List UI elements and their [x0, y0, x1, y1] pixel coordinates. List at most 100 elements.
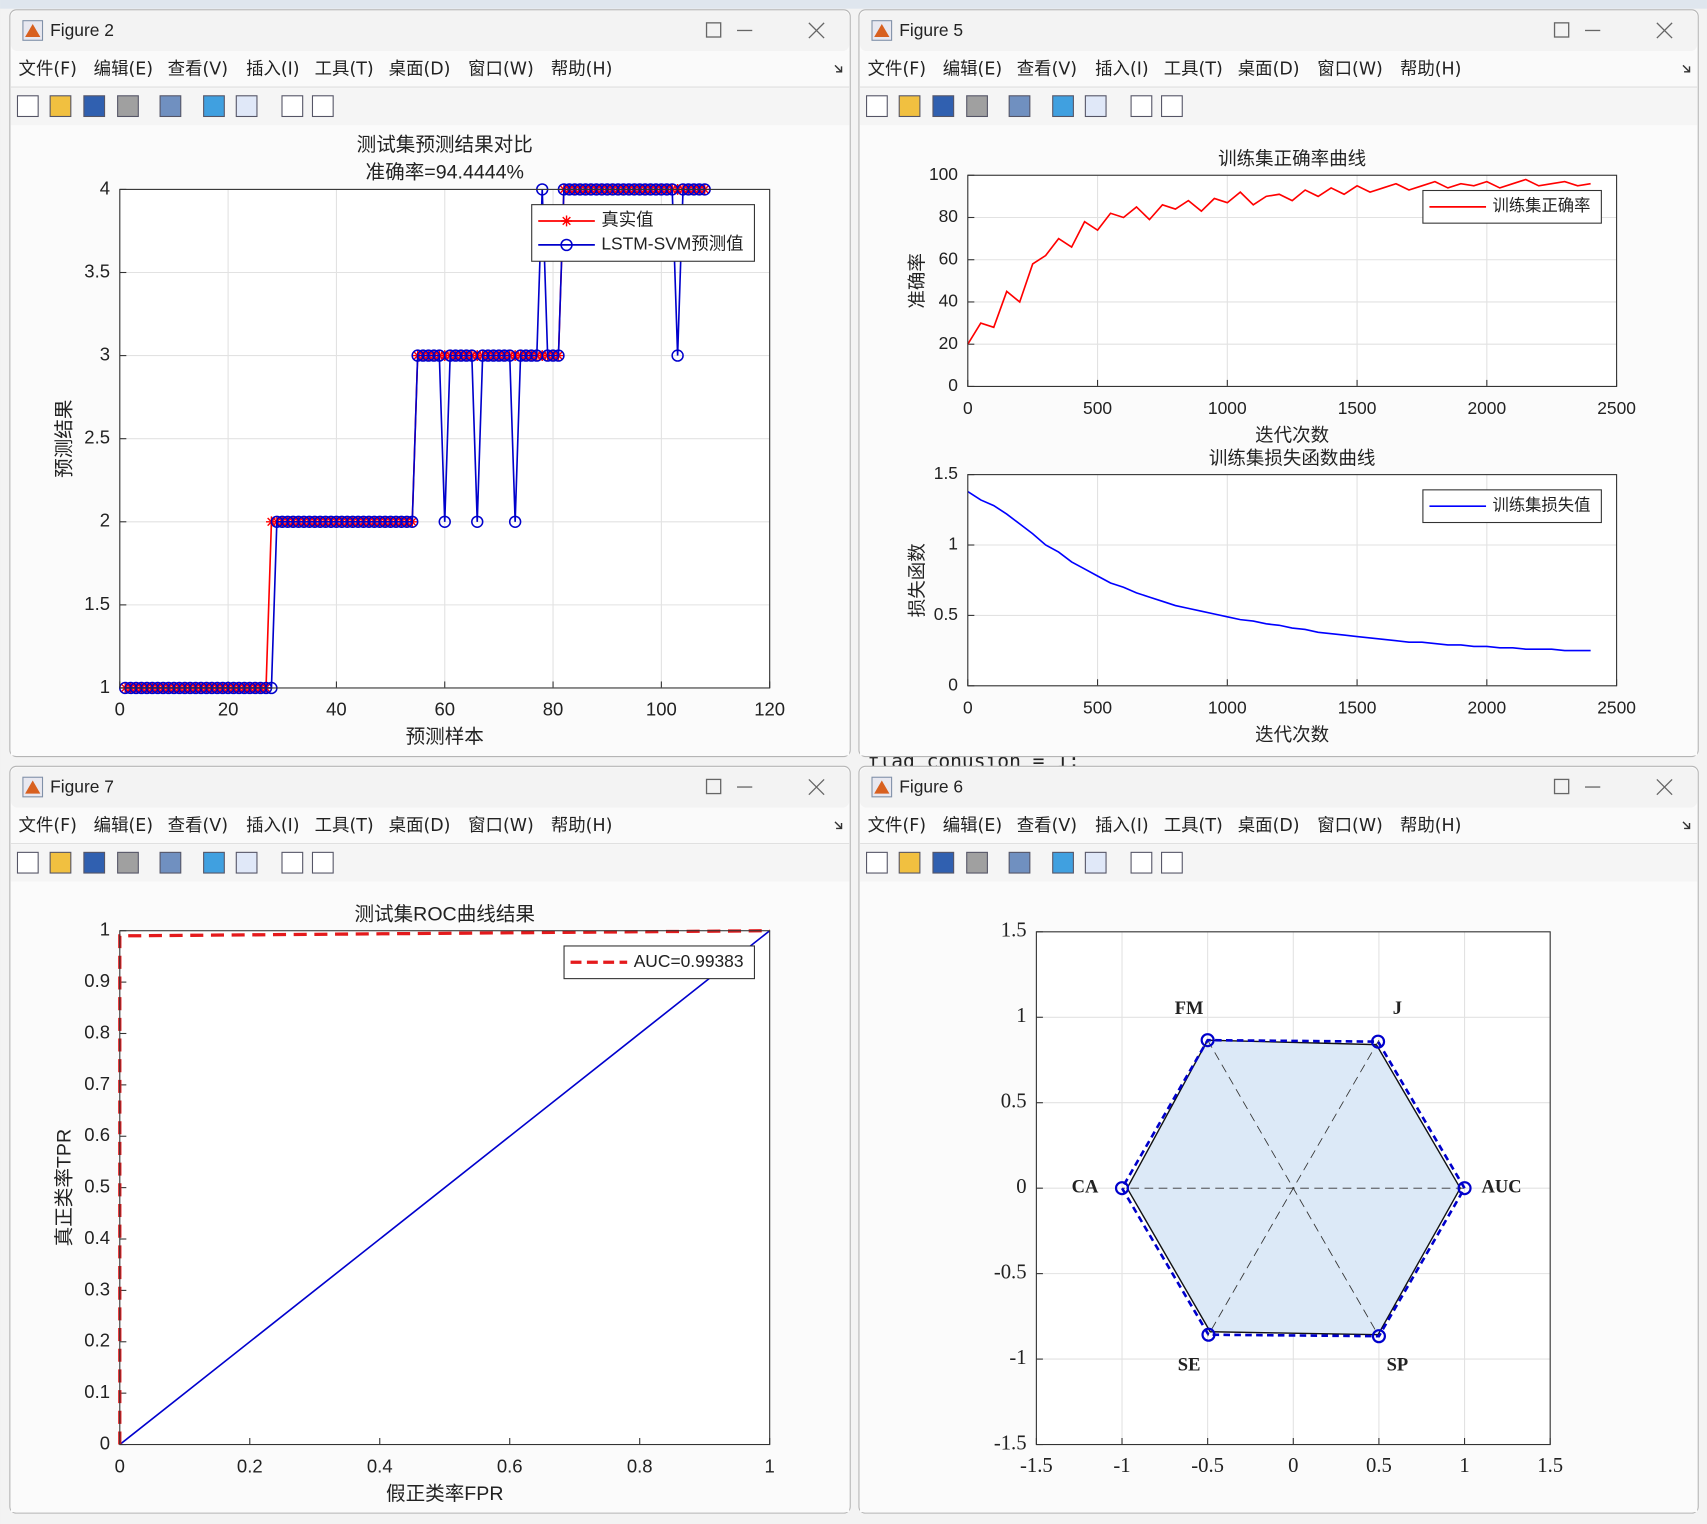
x-tick-label: 0.5: [1366, 1455, 1392, 1477]
menu-item[interactable]: 桌面(D): [389, 816, 451, 836]
menu-item[interactable]: 查看(V): [168, 60, 228, 80]
toolbar-button[interactable]: [932, 851, 955, 874]
toolbar-button[interactable]: [1084, 95, 1107, 118]
maximize-button[interactable]: [705, 22, 722, 38]
menu-item[interactable]: 编辑(E): [94, 60, 153, 80]
close-button[interactable]: [808, 778, 825, 796]
menu-item[interactable]: 窗口(W): [1317, 60, 1383, 80]
menu-item[interactable]: 编辑(E): [943, 816, 1002, 836]
x-tick-label: 60: [434, 699, 455, 720]
window-title: Figure 2: [50, 20, 114, 40]
toolbar-button[interactable]: [932, 95, 955, 118]
toolbar-button[interactable]: [235, 851, 258, 874]
menu-item[interactable]: 帮助(H): [551, 60, 612, 80]
menu-item[interactable]: 文件(F): [19, 60, 77, 80]
toolbar-button[interactable]: [49, 851, 72, 874]
marker: [561, 215, 572, 227]
toolbar-button[interactable]: [203, 851, 225, 874]
toolbar-button[interactable]: [117, 95, 139, 118]
maximize-button[interactable]: [705, 778, 722, 795]
menu-item[interactable]: 窗口(W): [468, 60, 534, 80]
y-tick-label: 80: [939, 206, 958, 226]
legend-box: [1422, 489, 1602, 524]
menu-item[interactable]: 插入(I): [1095, 816, 1149, 836]
y-tick-label: 20: [939, 333, 958, 353]
marker: [1200, 1033, 1215, 1048]
menu-item[interactable]: 桌面(D): [1238, 816, 1300, 836]
toolbar-button[interactable]: [49, 95, 72, 118]
y-tick-label: 100: [929, 164, 958, 184]
menu-bar: [10, 807, 850, 844]
menu-item[interactable]: 文件(F): [868, 60, 926, 80]
maximize-button[interactable]: [1553, 22, 1570, 38]
toolbar-button[interactable]: [1084, 851, 1107, 874]
toolbar-button[interactable]: [1052, 95, 1074, 118]
y-tick-label: 0.2: [84, 1330, 110, 1351]
menu-item[interactable]: 工具(T): [315, 60, 374, 80]
marker: [671, 349, 684, 362]
close-button[interactable]: [1656, 778, 1673, 796]
radar-category-label: J: [1393, 999, 1402, 1019]
toolbar-button[interactable]: [1130, 851, 1153, 874]
toolbar-button[interactable]: [83, 851, 106, 874]
menu-item[interactable]: 查看(V): [1017, 60, 1077, 80]
close-button[interactable]: [1656, 22, 1673, 39]
toolbar-button[interactable]: [117, 851, 139, 874]
y-tick-label: 40: [939, 291, 958, 311]
toolbar-button[interactable]: [1161, 95, 1183, 118]
toolbar-button[interactable]: [281, 851, 304, 874]
toolbar-button[interactable]: [1161, 851, 1183, 874]
toolbar-button[interactable]: [311, 95, 334, 118]
window-icon-glyph: [874, 780, 890, 794]
x-tick-label: -1.5: [1020, 1455, 1053, 1477]
menu-item[interactable]: 查看(V): [168, 816, 228, 836]
menu-item[interactable]: 插入(I): [246, 816, 300, 836]
x-tick-label: 0: [963, 398, 973, 418]
menu-item[interactable]: 帮助(H): [1400, 816, 1461, 836]
menu-item[interactable]: 桌面(D): [1238, 60, 1300, 80]
toolbar-button[interactable]: [311, 851, 334, 874]
menu-item[interactable]: 工具(T): [315, 816, 374, 836]
toolbar-button[interactable]: [1008, 95, 1031, 118]
legend: 训练集正确率: [1422, 189, 1602, 224]
toolbar-button[interactable]: [203, 95, 225, 118]
toolbar-button[interactable]: [159, 851, 182, 874]
menu-item[interactable]: 工具(T): [1164, 60, 1223, 80]
menu-item[interactable]: 编辑(E): [943, 60, 1002, 80]
menu-item[interactable]: 桌面(D): [389, 60, 451, 80]
maximize-button[interactable]: [1553, 778, 1570, 795]
toolbar-button[interactable]: [1130, 95, 1153, 118]
y-tick-label: 0: [1016, 1176, 1026, 1198]
toolbar-button[interactable]: [159, 95, 182, 118]
close-button[interactable]: [808, 22, 825, 39]
toolbar-button[interactable]: [866, 851, 888, 874]
toolbar-button[interactable]: [866, 95, 888, 118]
toolbar-button[interactable]: [281, 95, 304, 118]
menu-item[interactable]: 文件(F): [19, 816, 77, 836]
toolbar-button[interactable]: [235, 95, 258, 118]
x-tick-label: 0: [115, 699, 125, 720]
toolbar-button[interactable]: [83, 95, 106, 118]
menu-item[interactable]: 工具(T): [1164, 816, 1223, 836]
menu-item[interactable]: 帮助(H): [1400, 60, 1461, 80]
toolbar-button[interactable]: [898, 851, 921, 874]
menu-item[interactable]: 帮助(H): [551, 816, 612, 836]
y-axis-label: 损失函数: [907, 543, 928, 617]
toolbar-button[interactable]: [1052, 851, 1074, 874]
menu-item[interactable]: 插入(I): [1095, 60, 1149, 80]
menu-item[interactable]: 文件(F): [868, 816, 926, 836]
toolbar-button[interactable]: [1008, 851, 1031, 874]
menu-item[interactable]: 编辑(E): [94, 816, 153, 836]
toolbar-button[interactable]: [16, 851, 39, 874]
marker: [560, 238, 573, 252]
x-tick-label: 2500: [1597, 398, 1636, 418]
menu-item[interactable]: 插入(I): [246, 60, 300, 80]
menu-item[interactable]: 查看(V): [1017, 816, 1077, 836]
menu-item[interactable]: 窗口(W): [468, 816, 534, 836]
y-tick-label: -1.5: [994, 1432, 1027, 1454]
menu-item[interactable]: 窗口(W): [1317, 816, 1383, 836]
toolbar-button[interactable]: [898, 95, 921, 118]
toolbar-button[interactable]: [16, 95, 39, 118]
toolbar-button[interactable]: [966, 95, 988, 118]
toolbar-button[interactable]: [966, 851, 988, 874]
